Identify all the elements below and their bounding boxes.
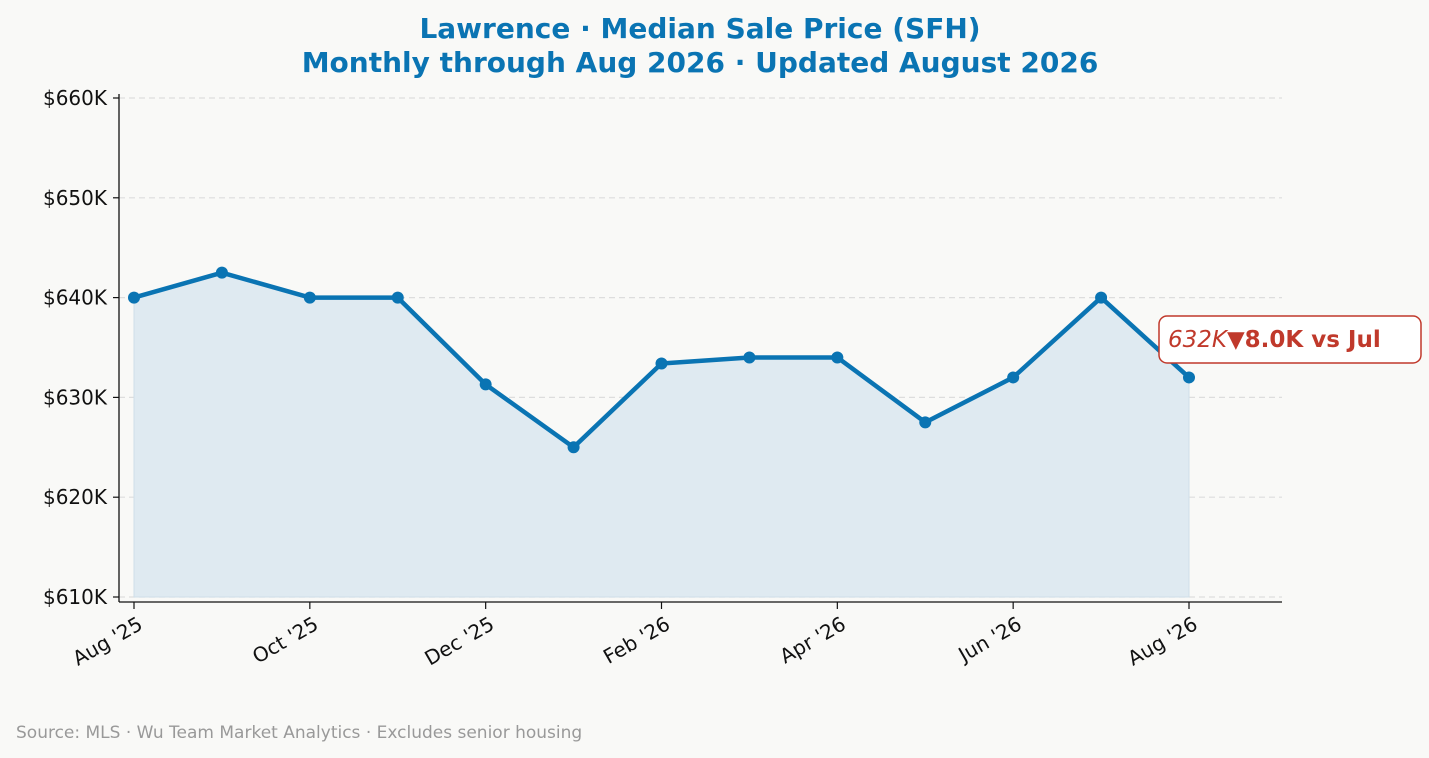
x-tick-label: Apr '26 (776, 612, 850, 669)
x-tick-label: Dec '25 (420, 612, 498, 671)
data-points (128, 266, 1195, 454)
data-point (303, 291, 316, 304)
y-tick-label: $620K (43, 485, 108, 509)
annotation-value: 632K (1168, 327, 1229, 353)
data-point (919, 416, 932, 429)
data-point (479, 378, 492, 391)
annotation-label: 632K▼8.0K vs Jul (1168, 327, 1381, 353)
y-tick-label: $650K (43, 186, 108, 210)
series-area (133, 272, 1190, 598)
data-point (128, 291, 140, 304)
source-note: Source: MLS · Wu Team Market Analytics ·… (16, 723, 582, 743)
x-tick-label: Jun '26 (953, 612, 1026, 668)
y-tick-label: $640K (43, 286, 108, 310)
data-point (743, 351, 756, 364)
y-tick-label: $630K (43, 385, 108, 409)
data-point (215, 266, 228, 279)
annotation-delta: ▼8.0K vs Jul (1227, 327, 1381, 353)
x-tick-label: Aug '25 (68, 612, 146, 671)
data-point (1007, 371, 1020, 384)
data-point (1095, 291, 1108, 304)
data-point (655, 357, 668, 370)
data-point (567, 441, 580, 454)
data-point (391, 291, 404, 304)
data-point (1183, 371, 1195, 384)
chart-title: Lawrence · Median Sale Price (SFH) (419, 12, 980, 45)
area-fill (133, 272, 1190, 598)
x-tick-label: Oct '25 (248, 612, 322, 669)
x-tick-label: Feb '26 (599, 612, 674, 669)
annotation-box (1158, 315, 1422, 364)
x-tick-label: Aug '26 (1123, 612, 1201, 671)
annotation: 632K▼8.0K vs Jul (1158, 315, 1422, 364)
y-tick-label: $610K (43, 585, 108, 609)
data-point (831, 351, 844, 364)
y-tick-label: $660K (43, 86, 108, 110)
chart-subtitle: Monthly through Aug 2026 · Updated Augus… (302, 46, 1099, 79)
